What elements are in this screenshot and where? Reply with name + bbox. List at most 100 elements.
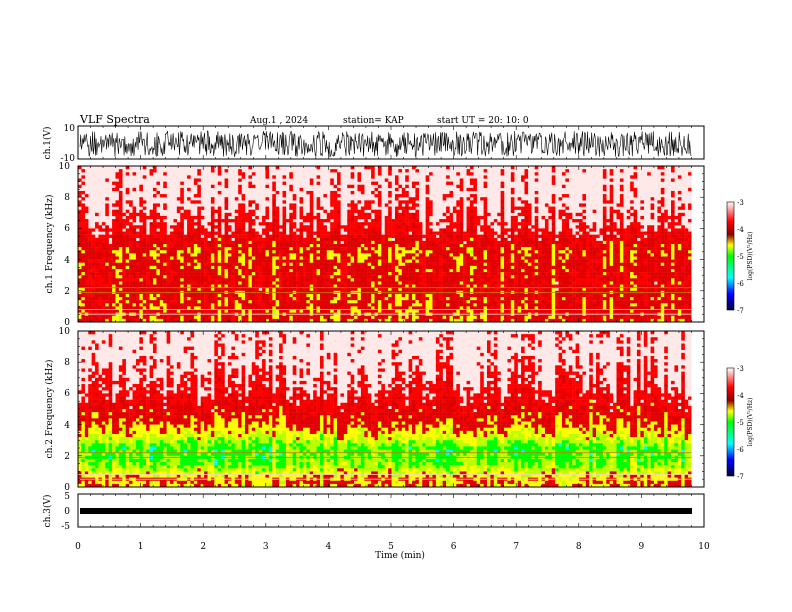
ch1-spectrogram-cell xyxy=(354,265,358,270)
ch1-spectrogram-cell xyxy=(405,315,409,320)
ch1-spectrogram-cell xyxy=(238,237,242,242)
ch1-spectrogram-cell xyxy=(418,268,423,273)
ch1-spectrogram-cell xyxy=(84,272,89,276)
ch1-spectrogram-cell xyxy=(248,253,253,257)
ch1-spectrogram-cell xyxy=(197,219,201,223)
ch1-spectrogram-cell xyxy=(374,268,379,273)
ch1-spectrogram-cell xyxy=(480,303,484,307)
ch1-spectrogram-cell xyxy=(265,293,270,298)
ch1-spectrogram-cell xyxy=(245,215,249,220)
ch1-spectrogram-cell xyxy=(238,309,242,313)
ch1-spectrogram-cell xyxy=(510,225,515,229)
ch1-spectrogram-cell xyxy=(469,215,474,220)
ch1-spectrogram-cell xyxy=(193,200,198,204)
ch1-spectrogram-cell xyxy=(88,275,92,279)
ch1-spectrogram-cell xyxy=(125,244,130,248)
ch1-spectrogram-cell xyxy=(316,222,321,226)
ch1-spectrogram-cell xyxy=(214,272,218,276)
ch1-spectrogram-cell xyxy=(483,318,488,323)
ch1-spectrogram-cell xyxy=(78,268,82,273)
ch1-spectrogram-cell xyxy=(309,309,314,313)
ch1-spectrogram-cell xyxy=(139,318,143,323)
ch1-spectrogram-cell xyxy=(347,300,351,304)
ch1-spectrogram-cell xyxy=(473,275,477,279)
ch1-spectrogram-cell xyxy=(309,278,314,282)
ch1-spectrogram-cell xyxy=(139,244,143,248)
ch1-spectrogram-cell xyxy=(210,287,215,291)
ch1-spectrogram-cell xyxy=(367,287,372,291)
ch1-spectrogram-cell xyxy=(340,281,345,285)
ch1-spectrogram-cell xyxy=(422,234,426,238)
ch1-spectrogram-cell xyxy=(285,244,290,248)
ch1-spectrogram-cell xyxy=(139,209,143,213)
ch1-spectrogram-cell xyxy=(282,237,287,242)
ch1-spectrogram-cell xyxy=(357,244,362,248)
ch1-spectrogram-cell xyxy=(449,306,454,310)
start-time-label: start UT = 20: 10: 0 xyxy=(437,116,529,126)
ch1-spectrogram-cell xyxy=(95,281,99,285)
ch1-spectrogram-cell xyxy=(118,309,123,313)
ch1-spectrogram-cell xyxy=(170,253,174,257)
ch1-spectrogram-cell xyxy=(316,247,321,251)
ch1-spectrogram-cell xyxy=(197,244,201,248)
ch1-spectrogram-cell xyxy=(180,200,184,204)
ch1-spectrogram-cell xyxy=(183,268,188,273)
ch1-spectrogram-cell xyxy=(193,281,198,285)
ch1-spectrogram-cell xyxy=(452,222,457,226)
ch1-spectrogram-cell xyxy=(469,268,474,273)
ch1-spectrogram-cell xyxy=(343,268,348,273)
ch1-spectrogram-cell xyxy=(285,287,290,291)
ch1-spectrogram-cell xyxy=(425,240,430,245)
ch1-spectrogram-cell xyxy=(381,287,385,291)
ch1-spectrogram-cell xyxy=(146,309,150,313)
ch1-spectrogram-cell xyxy=(323,315,327,320)
ch1-spectrogram-cell xyxy=(527,244,532,248)
ch1-spectrogram-cell xyxy=(112,284,116,288)
ch1-spectrogram-cell xyxy=(217,244,222,248)
ch1-spectrogram-cell xyxy=(425,265,430,270)
ch1-spectrogram-cell xyxy=(364,231,368,235)
ch1-spectrogram-cell xyxy=(170,303,174,307)
ch1-spectrogram-cell xyxy=(156,250,160,254)
ch1-spectrogram-cell xyxy=(238,172,242,176)
ch1-spectrogram-cell xyxy=(306,309,310,313)
ch1-spectrogram-cell xyxy=(480,259,484,263)
ch1-spectrogram-cell xyxy=(241,225,246,229)
ch1-spectrogram-cell xyxy=(330,181,334,185)
ch1-spectrogram-cell xyxy=(149,293,154,298)
ch1-spectrogram-cell xyxy=(187,256,191,260)
ch1-spectrogram-cell xyxy=(521,281,525,285)
ch1-spectrogram-cell xyxy=(415,303,420,307)
ch1-spectrogram-cell xyxy=(343,250,348,254)
ch1-spectrogram-cell xyxy=(500,219,505,223)
ch1-spectrogram-cell xyxy=(405,209,409,213)
ch1-spectrogram-cell xyxy=(384,275,389,279)
ch1-spectrogram-cell xyxy=(231,300,235,304)
ch1-spectrogram-cell xyxy=(234,219,239,223)
ch1-spectrogram-cell xyxy=(180,309,184,313)
ch1-spectrogram-cell xyxy=(483,259,488,263)
ch1-spectrogram-cell xyxy=(187,275,191,279)
ch1-spectrogram-cell xyxy=(118,303,123,307)
ch1-spectrogram-cell xyxy=(333,306,338,310)
ch1-spectrogram-cell xyxy=(299,253,304,257)
ch1-spectrogram-cell xyxy=(374,297,379,301)
ch1-spectrogram-cell xyxy=(180,303,184,307)
ch1-spectrogram-cell xyxy=(95,272,99,276)
ch1-spectrogram-cell xyxy=(405,222,409,226)
ch1-spectrogram-cell xyxy=(435,262,440,267)
ch1-spectrogram-cell xyxy=(418,256,423,260)
ch1-spectrogram-cell xyxy=(333,228,338,232)
ch1-spectrogram-cell xyxy=(337,181,341,185)
ch1-spectrogram-cell xyxy=(405,287,409,291)
ch1-spectrogram-cell xyxy=(418,297,423,301)
ch1-spectrogram-cell xyxy=(118,181,123,185)
ch1-spectrogram-cell xyxy=(377,209,382,213)
ch1-spectrogram-cell xyxy=(296,256,300,260)
ch1-spectrogram-cell xyxy=(289,187,293,192)
ch1-spectrogram-cell xyxy=(272,268,276,273)
ch1-spectrogram-cell xyxy=(183,209,188,213)
ch1-spectrogram-cell xyxy=(449,284,454,288)
ch1-spectrogram-cell xyxy=(292,237,297,242)
ch1-spectrogram-cell xyxy=(285,318,290,323)
